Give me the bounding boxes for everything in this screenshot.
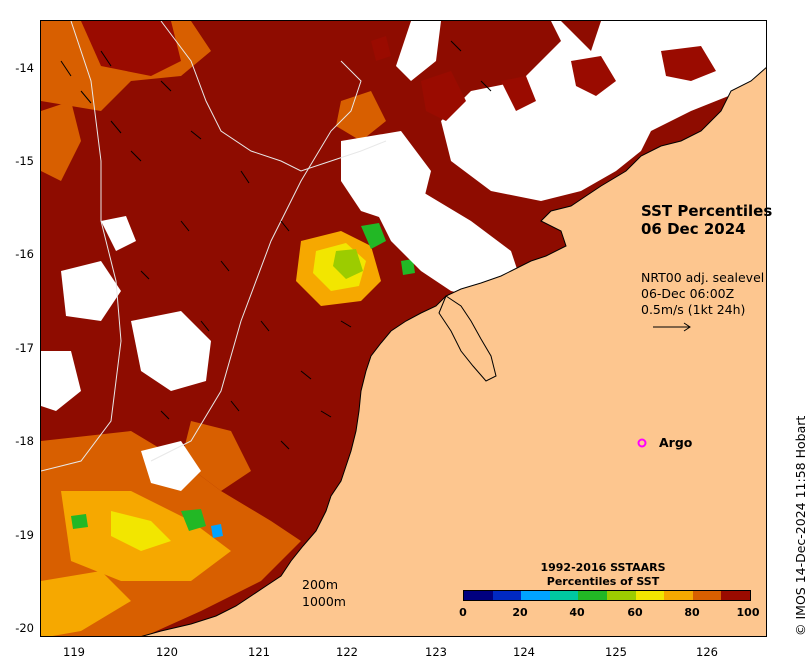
colorbar-segment-7 <box>664 591 693 600</box>
colorbar-segment-6 <box>635 591 665 600</box>
lon-tick: 125 <box>605 645 627 659</box>
colorbar-segment-3 <box>549 591 579 600</box>
colorbar-tick: 20 <box>512 606 528 619</box>
map-title: SST Percentiles <box>641 202 773 220</box>
lon-tick: 126 <box>696 645 718 659</box>
lat-tick: -19 <box>15 528 34 542</box>
sst-map[interactable] <box>40 20 767 637</box>
colorbar-segment-4 <box>578 591 607 600</box>
map-canvas <box>41 21 766 636</box>
bathymetry-contours <box>41 21 387 472</box>
map-date: 06 Dec 2024 <box>641 220 746 238</box>
lon-tick: 119 <box>63 645 85 659</box>
lon-tick: 120 <box>156 645 178 659</box>
colorbar-segment-9 <box>721 591 750 600</box>
vector-time: 06-Dec 06:00Z <box>641 286 735 301</box>
colorbar-segment-2 <box>521 591 550 600</box>
colorbar-tick: 100 <box>736 606 760 619</box>
colorbar-segment-8 <box>692 591 722 600</box>
lon-tick: 123 <box>425 645 447 659</box>
argo-marker-icon[interactable] <box>637 438 647 448</box>
lat-tick: -18 <box>15 434 34 448</box>
lon-tick: 122 <box>336 645 358 659</box>
colorbar-title: 1992-2016 SSTAARS <box>540 561 666 574</box>
lon-tick: 124 <box>513 645 535 659</box>
current-vectors <box>60 40 492 450</box>
coastline-detail <box>438 295 497 382</box>
colorbar-tick: 40 <box>569 606 585 619</box>
lat-tick: -14 <box>15 61 34 75</box>
colorbar-segment-1 <box>492 591 522 600</box>
colorbar <box>463 590 751 601</box>
credit-text: © IMOS 14-Dec-2024 11:58 Hobart <box>793 415 808 636</box>
lat-tick: -17 <box>15 341 34 355</box>
lon-tick: 121 <box>248 645 270 659</box>
depth-contour-label-200: 200m <box>302 577 339 592</box>
depth-contour-label-1000: 1000m <box>302 594 346 609</box>
colorbar-tick: 60 <box>627 606 643 619</box>
lat-tick: -15 <box>15 154 34 168</box>
colorbar-tick: 0 <box>459 606 467 619</box>
lat-tick: -16 <box>15 247 34 261</box>
colorbar-segment-5 <box>606 591 636 600</box>
lat-tick: -20 <box>15 621 34 635</box>
land-mass <box>141 67 766 636</box>
vector-scale-label: 0.5m/s (1kt 24h) <box>641 302 746 317</box>
colorbar-tick: 80 <box>684 606 700 619</box>
colorbar-subtitle: Percentiles of SST <box>546 575 660 588</box>
sst-cloud-gaps <box>371 36 716 121</box>
vector-source: NRT00 adj. sealevel <box>641 270 765 285</box>
argo-label[interactable]: Argo <box>659 435 693 450</box>
colorbar-segment-0 <box>464 591 493 600</box>
vector-scale-arrow <box>653 322 691 332</box>
